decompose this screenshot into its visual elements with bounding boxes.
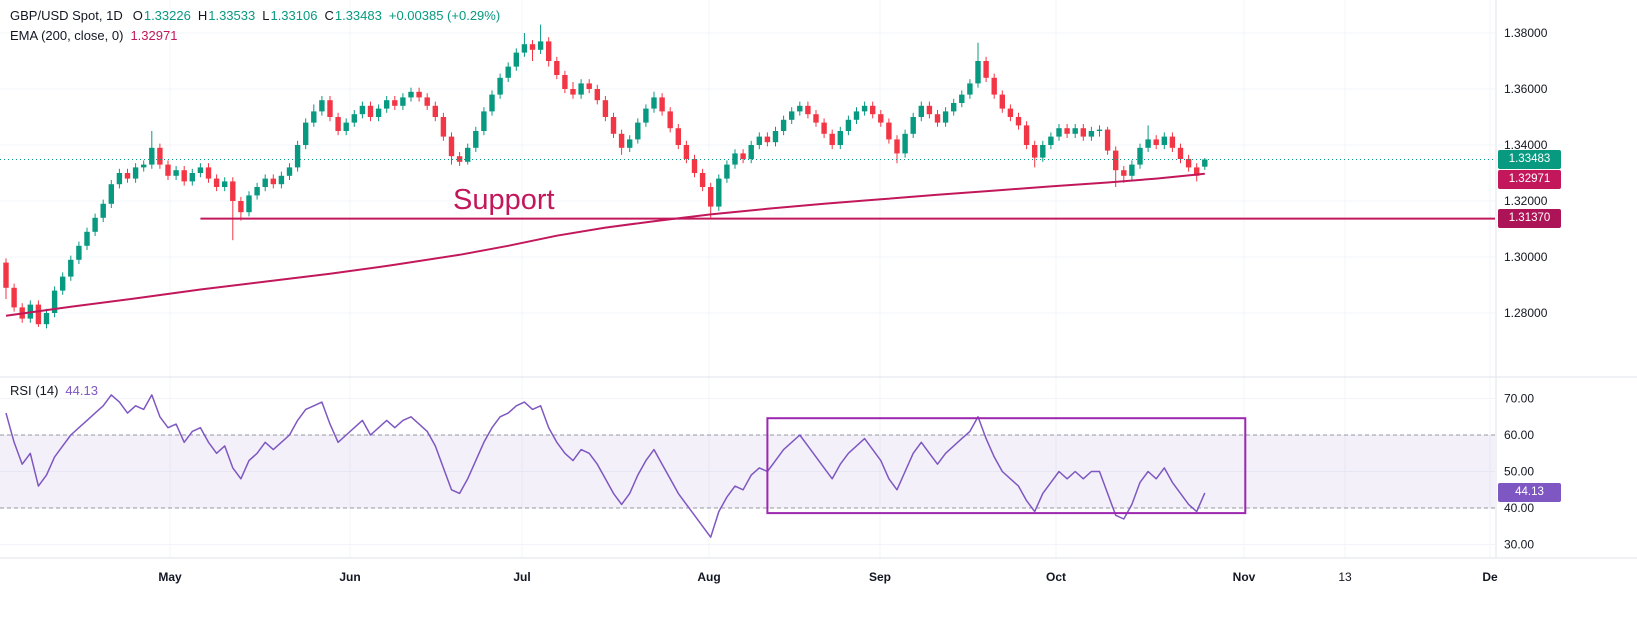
ema-title: EMA (200, close, 0) — [10, 28, 124, 43]
change-value: +0.00385 (+0.29%) — [388, 8, 501, 23]
rsi-legend[interactable]: RSI (14) 44.13 — [10, 383, 98, 398]
svg-text:13: 13 — [1338, 570, 1352, 584]
svg-text:1.32000: 1.32000 — [1504, 194, 1548, 208]
svg-text:Nov: Nov — [1233, 570, 1256, 584]
svg-text:40.00: 40.00 — [1504, 501, 1534, 515]
svg-text:De: De — [1482, 570, 1498, 584]
last-price-badge: 1.33483 — [1498, 150, 1561, 169]
support-annotation-label[interactable]: Support — [453, 184, 555, 216]
svg-text:1.34000: 1.34000 — [1504, 138, 1548, 152]
ohlc-open: O 1.33226 — [132, 8, 191, 23]
ema-legend[interactable]: EMA (200, close, 0) 1.32971 — [10, 28, 177, 43]
ohlc-high: H 1.33533 — [197, 8, 256, 23]
svg-text:70.00: 70.00 — [1504, 392, 1534, 406]
svg-text:1.38000: 1.38000 — [1504, 26, 1548, 40]
svg-text:1.36000: 1.36000 — [1504, 82, 1548, 96]
rsi-value: 44.13 — [65, 383, 98, 398]
rsi-title: RSI (14) — [10, 383, 59, 398]
rsi-value-badge: 44.13 — [1498, 483, 1561, 503]
ohlc-close: C 1.33483 — [324, 8, 382, 23]
symbol-title: GBP/USD Spot, 1D — [10, 8, 123, 23]
svg-text:Sep: Sep — [869, 570, 891, 584]
svg-text:50.00: 50.00 — [1504, 465, 1534, 479]
svg-text:Jun: Jun — [339, 570, 360, 584]
svg-text:May: May — [158, 570, 182, 584]
ema-price-badge: 1.32971 — [1498, 169, 1561, 189]
svg-text:Jul: Jul — [513, 570, 530, 584]
symbol-legend[interactable]: GBP/USD Spot, 1D O 1.33226 H 1.33533 L 1.33… — [10, 8, 500, 23]
svg-text:30.00: 30.00 — [1504, 538, 1534, 552]
ema-value: 1.32971 — [130, 28, 178, 43]
ohlc-low: L 1.33106 — [262, 8, 318, 23]
svg-text:1.30000: 1.30000 — [1504, 250, 1548, 264]
svg-text:Aug: Aug — [697, 570, 720, 584]
svg-text:Oct: Oct — [1046, 570, 1066, 584]
svg-text:60.00: 60.00 — [1504, 428, 1534, 442]
svg-text:1.28000: 1.28000 — [1504, 306, 1548, 320]
support-price-badge: 1.31370 — [1498, 209, 1561, 229]
